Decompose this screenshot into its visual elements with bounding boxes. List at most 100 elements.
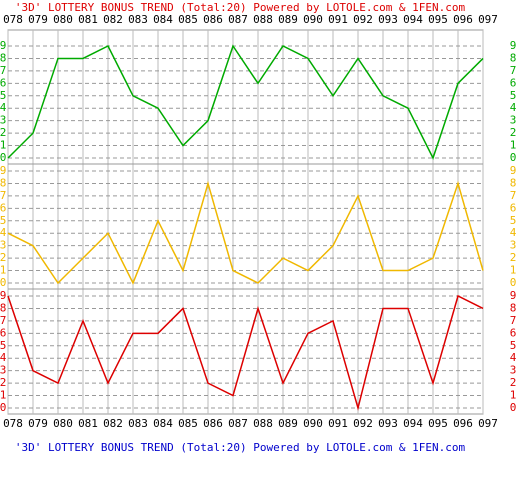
x-tick-label: 094 xyxy=(403,13,423,26)
x-tick-label: 089 xyxy=(278,13,298,26)
y-tick-label-right: 9 xyxy=(510,39,517,52)
x-tick-label-bottom: 085 xyxy=(178,417,198,430)
x-tick-label-bottom: 080 xyxy=(53,417,73,430)
y-tick-label-right: 4 xyxy=(510,351,517,364)
x-tick-label-bottom: 078 xyxy=(3,417,23,430)
y-tick-label-right: 8 xyxy=(510,301,517,314)
trend-line xyxy=(7,180,484,285)
y-tick-label-right: 9 xyxy=(510,164,517,177)
y-tick-label: 0 xyxy=(0,276,6,289)
y-tick-label: 6 xyxy=(0,326,6,339)
x-tick-label: 090 xyxy=(303,13,323,26)
y-tick-label-right: 5 xyxy=(510,214,517,227)
y-tick-label: 8 xyxy=(0,301,6,314)
y-tick-label-right: 7 xyxy=(510,189,517,202)
y-tick-label-right: 8 xyxy=(510,51,517,64)
y-tick-label: 9 xyxy=(0,39,6,52)
trend-line xyxy=(7,294,484,411)
y-tick-label-right: 3 xyxy=(510,364,517,377)
x-tick-label: 095 xyxy=(428,13,448,26)
x-tick-label-bottom: 081 xyxy=(78,417,98,430)
plot-frame xyxy=(7,29,484,415)
y-tick-label-right: 0 xyxy=(510,401,517,414)
y-tick-label-right: 6 xyxy=(510,201,517,214)
x-tick-label-bottom: 094 xyxy=(403,417,423,430)
y-tick-label-right: 2 xyxy=(510,126,517,139)
y-tick-label: 0 xyxy=(0,401,6,414)
y-tick-label: 1 xyxy=(0,139,6,152)
y-tick-label-right: 2 xyxy=(510,376,517,389)
y-tick-label: 4 xyxy=(0,351,7,364)
x-tick-label: 086 xyxy=(203,13,223,26)
y-tick-label-right: 9 xyxy=(510,289,517,302)
y-tick-label: 5 xyxy=(0,214,6,227)
x-tick-label: 082 xyxy=(103,13,123,26)
x-tick-label-bottom: 095 xyxy=(428,417,448,430)
x-tick-label: 081 xyxy=(78,13,98,26)
x-tick-label: 085 xyxy=(178,13,198,26)
y-tick-label: 2 xyxy=(0,126,6,139)
y-tick-label-right: 6 xyxy=(510,76,517,89)
y-tick-label-right: 7 xyxy=(510,64,517,77)
y-tick-label: 6 xyxy=(0,201,6,214)
y-tick-label: 7 xyxy=(0,189,6,202)
y-tick-label-right: 0 xyxy=(510,276,517,289)
x-tick-label: 093 xyxy=(378,13,398,26)
x-tick-label-bottom: 084 xyxy=(153,417,173,430)
x-tick-label: 097 xyxy=(478,13,498,26)
y-tick-label: 2 xyxy=(0,251,6,264)
x-tick-label: 087 xyxy=(228,13,248,26)
y-tick-label-right: 1 xyxy=(510,139,517,152)
y-tick-label: 9 xyxy=(0,289,6,302)
y-tick-label-right: 1 xyxy=(510,389,517,402)
y-tick-label-right: 3 xyxy=(510,239,517,252)
y-tick-label: 1 xyxy=(0,264,6,277)
y-tick-label: 1 xyxy=(0,389,6,402)
x-tick-label-bottom: 079 xyxy=(28,417,48,430)
y-tick-label-right: 8 xyxy=(510,176,517,189)
y-tick-label: 3 xyxy=(0,364,6,377)
y-tick-label-right: 5 xyxy=(510,339,517,352)
y-tick-label: 9 xyxy=(0,164,6,177)
y-tick-label-right: 2 xyxy=(510,251,517,264)
x-tick-label-bottom: 082 xyxy=(103,417,123,430)
x-tick-label: 078 xyxy=(3,13,23,26)
y-tick-label: 6 xyxy=(0,76,6,89)
y-tick-label: 7 xyxy=(0,314,6,327)
trend-line xyxy=(7,44,484,160)
y-tick-label: 5 xyxy=(0,89,6,102)
x-tick-label-bottom: 092 xyxy=(353,417,373,430)
x-tick-label-bottom: 086 xyxy=(203,417,223,430)
x-tick-label-bottom: 093 xyxy=(378,417,398,430)
y-tick-label-right: 4 xyxy=(510,226,517,239)
x-tick-label-bottom: 087 xyxy=(228,417,248,430)
x-tick-label: 091 xyxy=(328,13,348,26)
x-tick-label-bottom: 097 xyxy=(478,417,498,430)
y-tick-label: 5 xyxy=(0,339,6,352)
x-tick-label-bottom: 089 xyxy=(278,417,298,430)
y-tick-label: 7 xyxy=(0,64,6,77)
x-tick-label-bottom: 091 xyxy=(328,417,348,430)
x-tick-label-bottom: 083 xyxy=(128,417,148,430)
y-tick-label-right: 5 xyxy=(510,89,517,102)
x-tick-label: 079 xyxy=(28,13,48,26)
y-tick-label: 8 xyxy=(0,51,6,64)
x-tick-label: 088 xyxy=(253,13,273,26)
y-tick-label-right: 4 xyxy=(510,101,517,114)
y-tick-label: 4 xyxy=(0,101,7,114)
x-tick-label: 083 xyxy=(128,13,148,26)
x-tick-label-bottom: 088 xyxy=(253,417,273,430)
y-tick-label: 0 xyxy=(0,151,6,164)
y-tick-label-right: 1 xyxy=(510,264,517,277)
y-tick-label-right: 3 xyxy=(510,114,517,127)
x-tick-label: 084 xyxy=(153,13,173,26)
y-tick-label-right: 7 xyxy=(510,314,517,327)
y-tick-label: 2 xyxy=(0,376,6,389)
y-tick-label-right: 6 xyxy=(510,326,517,339)
x-tick-label: 096 xyxy=(453,13,473,26)
y-tick-label: 3 xyxy=(0,239,6,252)
chart-title: '3D' LOTTERY BONUS TREND (Total:20) Powe… xyxy=(15,1,466,14)
y-tick-label: 4 xyxy=(0,226,7,239)
